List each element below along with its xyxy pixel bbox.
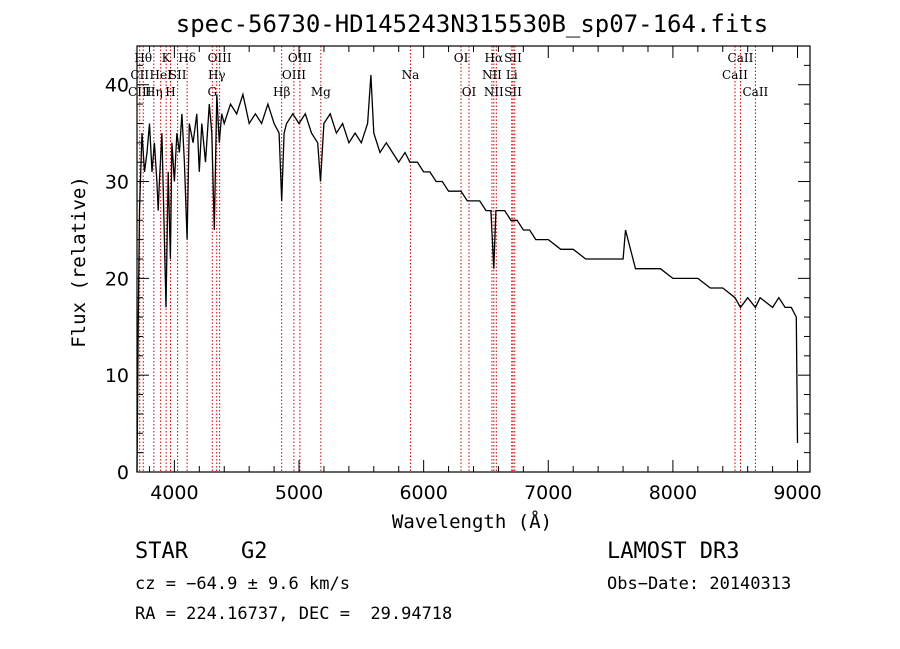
line-id-label: OI — [462, 85, 477, 99]
x-tick-label: 8000 — [649, 482, 697, 504]
spectrum-line — [136, 74, 799, 473]
line-id-label: Hδ — [178, 51, 196, 65]
x-tick-label: 4000 — [150, 482, 198, 504]
y-tick-label: 40 — [105, 75, 129, 97]
line-id-label: Hα — [485, 51, 504, 65]
y-axis-label: Flux (relative) — [68, 176, 90, 348]
x-axis-label: Wavelength (Å) — [392, 510, 552, 533]
line-id-label: Hγ — [208, 68, 226, 82]
line-id-label: CaII — [728, 51, 754, 65]
line-id-label: K — [162, 51, 172, 65]
survey-name: LAMOST DR3 — [607, 539, 740, 564]
x-tick-label: 6000 — [399, 482, 447, 504]
line-id-label: CII — [130, 68, 149, 82]
chart-title: spec-56730-HD145243N315530B_sp07-164.fit… — [176, 10, 768, 38]
x-tick-label: 7000 — [524, 482, 572, 504]
line-id-label: G — [207, 85, 217, 99]
line-id-label: OIII — [288, 51, 312, 65]
line-id-label: CaII — [722, 68, 748, 82]
line-id-label: Hβ — [273, 85, 290, 99]
y-tick-label: 0 — [117, 462, 129, 484]
y-tick-label: 30 — [105, 172, 129, 194]
line-id-label: OIII — [208, 51, 232, 65]
coordinates: RA = 224.16737, DEC = 29.94718 — [135, 604, 453, 624]
y-tick-label: 20 — [105, 268, 129, 290]
line-id-label: NII — [482, 68, 502, 82]
x-axis-ticks: 4000 5000 6000 7000 8000 9000 — [148, 46, 822, 504]
line-id-label: Na — [402, 68, 420, 82]
line-id-label: Li — [506, 68, 518, 82]
line-id-label: SII — [504, 51, 522, 65]
line-id-markers — [139, 46, 756, 472]
line-id-label: SII — [169, 68, 187, 82]
x-tick-label: 5000 — [275, 482, 323, 504]
line-id-label: OIII — [282, 68, 306, 82]
observation-date: Obs−Date: 20140313 — [607, 574, 792, 594]
y-tick-label: 10 — [105, 365, 129, 387]
line-id-label: H — [165, 85, 175, 99]
line-id-label: Mg — [311, 85, 331, 99]
line-id-label: CaII — [742, 85, 768, 99]
line-id-label: NII — [484, 85, 504, 99]
line-id-labels: CII CIII Hθ Hη HeI K H SII Hδ G Hγ OIII Hβ OIII OIII Mg… — [128, 51, 769, 99]
x-tick-label: 9000 — [773, 482, 821, 504]
line-id-label: OI — [454, 51, 469, 65]
object-class: STAR G2 — [135, 539, 268, 564]
line-id-label: Hθ — [134, 51, 152, 65]
y-axis-ticks: 0 10 20 30 40 — [105, 45, 810, 484]
redshift-velocity: cz = −64.9 ± 9.6 km/s — [135, 574, 350, 594]
line-id-label: CIII — [128, 85, 152, 99]
line-id-label: Hη — [145, 85, 163, 99]
line-id-label: SII — [504, 85, 522, 99]
line-id-label: HeI — [150, 68, 173, 82]
